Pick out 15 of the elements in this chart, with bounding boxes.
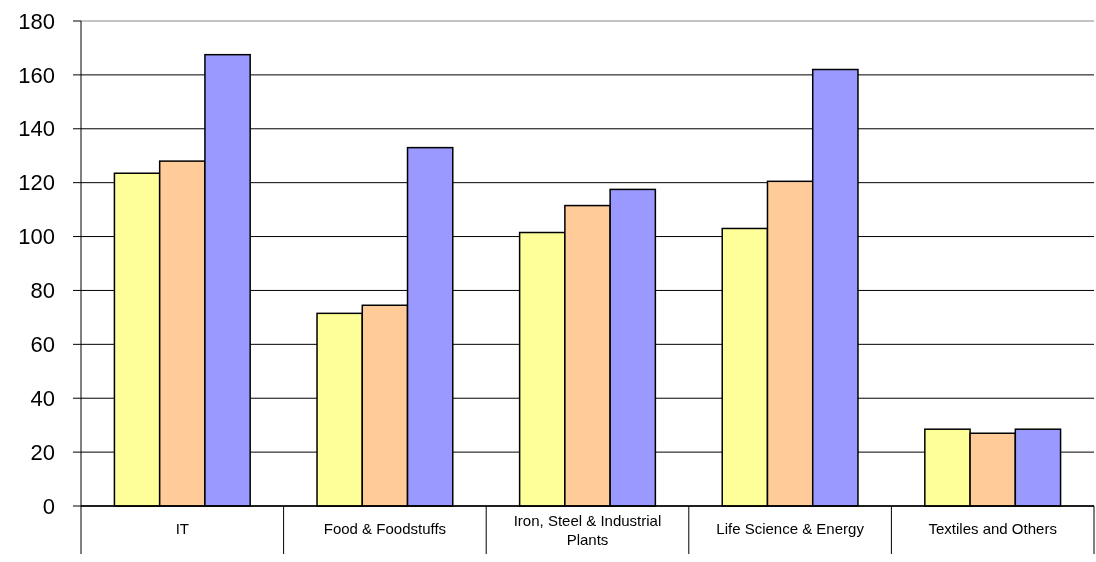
x-tick-label: Food & Foodstuffs — [323, 520, 447, 537]
y-tick-label: 120 — [18, 170, 55, 196]
y-tick-label: 40 — [30, 385, 55, 411]
y-tick-label: 80 — [30, 278, 55, 304]
y-tick-label: 0 — [42, 493, 55, 519]
y-tick-label: 20 — [30, 439, 55, 465]
y-tick-label: 140 — [18, 116, 55, 142]
y-tick-label: 100 — [18, 224, 55, 250]
y-tick-label: 180 — [18, 8, 55, 34]
x-tick-label: Textiles and Others — [928, 520, 1057, 537]
x-tick-label: IT — [175, 520, 189, 537]
x-tick-label: Life Science & Energy — [716, 520, 865, 537]
y-tick-label: 160 — [18, 62, 55, 88]
x-tick-label: Iron, Steel & Industrial Plants — [513, 512, 662, 548]
y-tick-label: 60 — [30, 332, 55, 358]
